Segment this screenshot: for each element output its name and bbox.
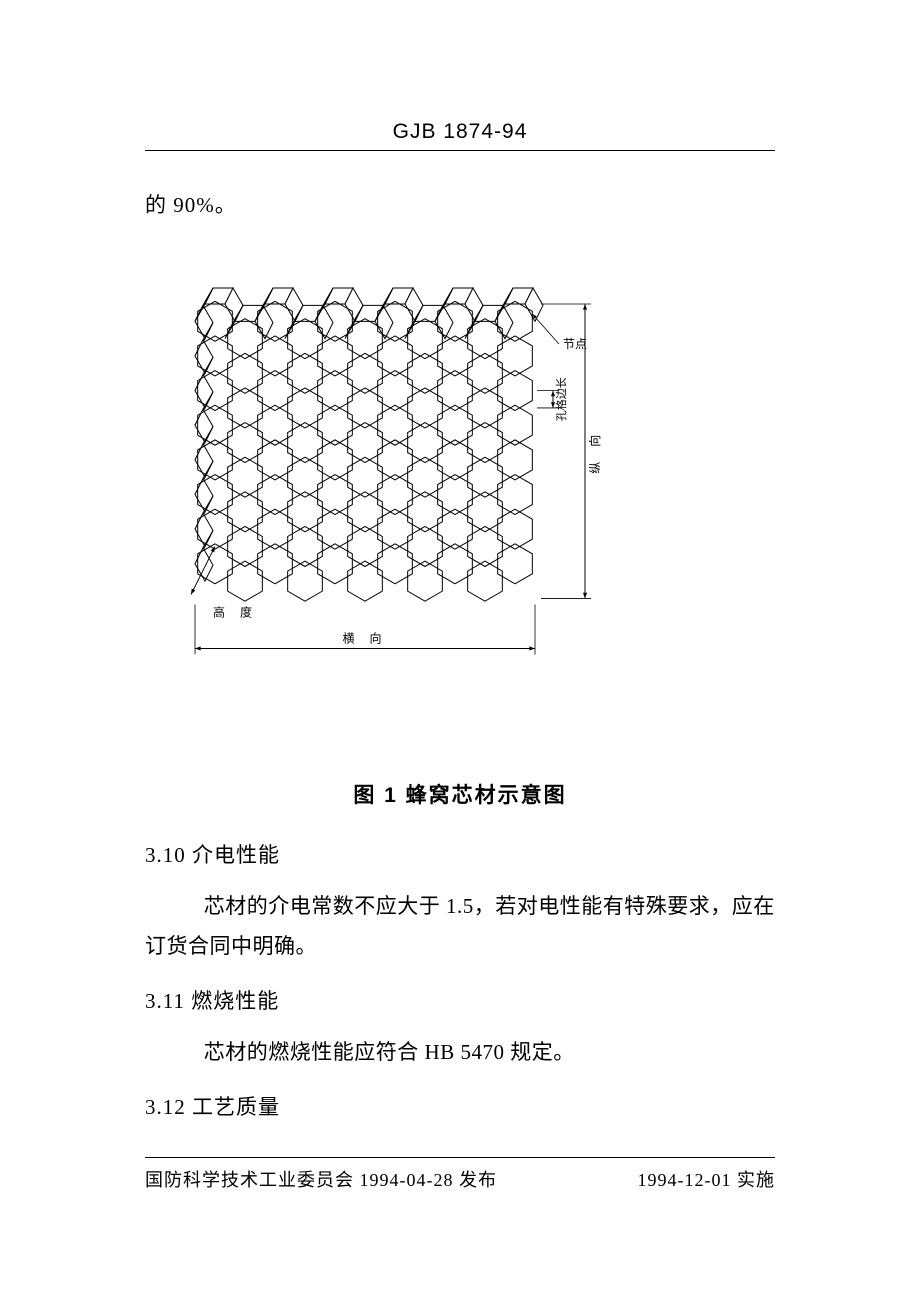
section-3-11: 3.11 燃烧性能 芯材的燃烧性能应符合 HB 5470 规定。 (145, 985, 775, 1073)
footer-issue-word: 发布 (459, 1170, 497, 1190)
header-standard-code: GJB 1874-94 (145, 120, 775, 151)
section-title: 燃烧性能 (191, 989, 279, 1013)
footer-issue-date: 1994-04-28 (360, 1170, 454, 1190)
section-num: 3.12 (145, 1095, 186, 1119)
honeycomb-svg: 横 向 高 度 纵 向 孔格边长 节点 (155, 244, 765, 714)
footer-issuer: 国防科学技术工业委员会 (145, 1170, 354, 1190)
section-3-10: 3.10 介电性能 芯材的介电常数不应大于 1.5，若对电性能有特殊要求，应在订… (145, 839, 775, 967)
svg-text:纵 向: 纵 向 (587, 429, 602, 474)
section-title: 工艺质量 (192, 1095, 280, 1119)
section-heading: 3.10 介电性能 (145, 839, 775, 869)
svg-text:横 向: 横 向 (342, 630, 387, 645)
svg-text:高 度: 高 度 (213, 604, 258, 619)
figure-1-diagram: 横 向 高 度 纵 向 孔格边长 节点 (145, 244, 775, 719)
footer: 国防科学技术工业委员会 1994-04-28 发布 1994-12-01 实施 (145, 1157, 775, 1192)
section-body: 芯材的介电常数不应大于 1.5，若对电性能有特殊要求，应在订货合同中明确。 (145, 887, 775, 967)
figure-caption: 图 1 蜂窝芯材示意图 (145, 779, 775, 809)
svg-text:节点: 节点 (563, 337, 587, 351)
section-3-12: 3.12 工艺质量 (145, 1091, 775, 1121)
section-num: 3.11 (145, 989, 185, 1013)
page: GJB 1874-94 的 90%。 横 向 高 度 纵 向 孔格边长 节点 图 1 蜂… (0, 0, 920, 1302)
footer-effect-date: 1994-12-01 (638, 1170, 732, 1190)
footer-left: 国防科学技术工业委员会 1994-04-28 发布 (145, 1166, 497, 1192)
section-heading: 3.11 燃烧性能 (145, 985, 775, 1015)
footer-right: 1994-12-01 实施 (638, 1166, 776, 1192)
section-heading: 3.12 工艺质量 (145, 1091, 775, 1121)
continuation-text: 的 90%。 (145, 189, 775, 219)
footer-effect-word: 实施 (737, 1170, 775, 1190)
section-num: 3.10 (145, 843, 186, 867)
section-title: 介电性能 (192, 843, 280, 867)
section-body: 芯材的燃烧性能应符合 HB 5470 规定。 (145, 1033, 775, 1073)
svg-text:孔格边长: 孔格边长 (554, 377, 568, 421)
